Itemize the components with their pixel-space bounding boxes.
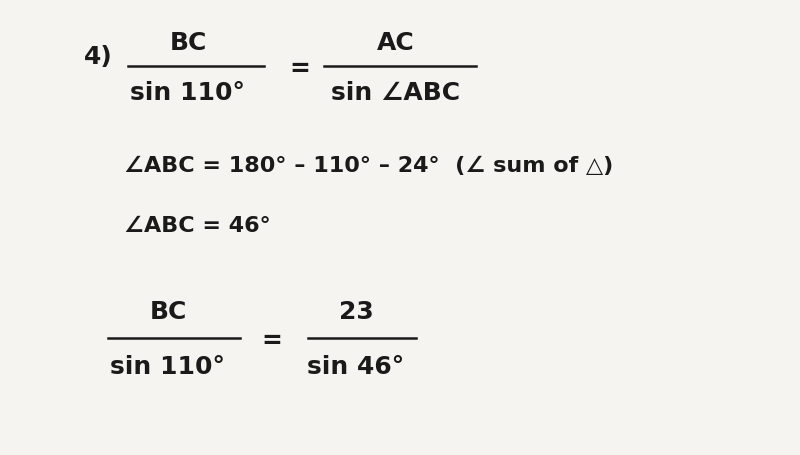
- Text: 23: 23: [338, 300, 374, 324]
- Text: =: =: [290, 57, 310, 81]
- Text: 4): 4): [84, 45, 113, 69]
- Text: sin 110°: sin 110°: [130, 81, 246, 105]
- Text: AC: AC: [377, 31, 415, 55]
- Text: sin ∠ABC: sin ∠ABC: [331, 81, 461, 105]
- Text: sin 110°: sin 110°: [110, 354, 226, 378]
- Text: sin 46°: sin 46°: [307, 354, 405, 378]
- Text: BC: BC: [170, 31, 206, 55]
- Text: =: =: [262, 328, 282, 352]
- Text: BC: BC: [150, 300, 186, 324]
- Text: ∠ABC = 46°: ∠ABC = 46°: [124, 215, 270, 235]
- Text: ∠ABC = 180° – 110° – 24°  (∠ sum of △): ∠ABC = 180° – 110° – 24° (∠ sum of △): [124, 156, 614, 176]
